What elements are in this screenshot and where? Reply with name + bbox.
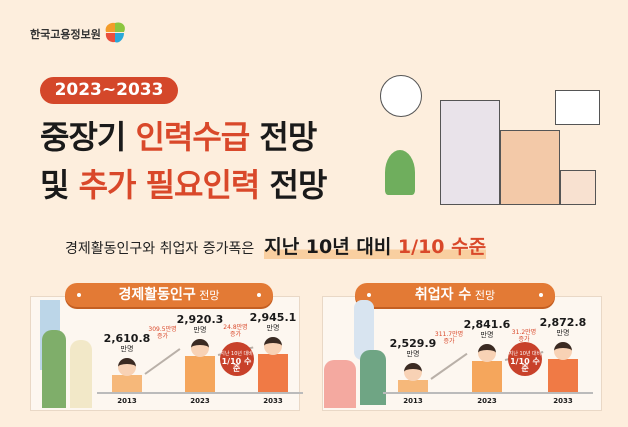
comparison-badge: 지난 10년 대비 1/10 수준 [219, 342, 254, 376]
value-bar [548, 358, 578, 392]
value-number: 2,945.1 [249, 311, 297, 325]
increase-amount: 24.8만명 [223, 324, 248, 332]
increase-label: 24.8만명 증가 [216, 324, 256, 338]
value-label: 2,610.8 만명 [97, 333, 157, 355]
tree-illustration [385, 150, 415, 195]
value-number: 2,872.8 [539, 315, 587, 329]
value-number: 2,920.3 [176, 312, 224, 326]
shop-illustration [560, 170, 596, 205]
badge-caption: 지난 10년 대비 [508, 351, 542, 357]
panel-title: 취업자 수 [414, 287, 472, 303]
value-unit: 만명 [120, 345, 134, 354]
title-text: 중장기 [40, 118, 136, 156]
title-text: 전망 [259, 166, 328, 204]
chart-baseline [97, 392, 303, 394]
value-number: 2,610.8 [103, 332, 151, 346]
badge-main: 1/10 수준 [510, 357, 540, 373]
increase-amount: 31.2만명 [511, 328, 537, 336]
period-badge: 2023~2033 [40, 77, 178, 104]
year-label: 2033 [553, 397, 573, 405]
panel-title: 경제활동인구 [118, 287, 196, 303]
hero-illustration [380, 60, 610, 210]
subtitle-highlight: 지난 10년 대비 1/10 수준 [264, 232, 487, 259]
title-highlight: 추가 필요인력 [78, 166, 261, 204]
increase-amount: 311.7만명 [434, 330, 464, 338]
value-bar [398, 380, 428, 392]
value-number: 2,529.9 [389, 337, 437, 351]
value-unit: 만명 [556, 328, 570, 337]
value-unit: 만명 [406, 350, 420, 359]
logo-text: 한국고용정보원 [30, 28, 101, 41]
labor-force-panel-header: 경제활동인구 전망 [65, 283, 273, 307]
increase-amount: 309.5만명 [148, 325, 177, 333]
badge-caption: 지난 10년 대비 [220, 351, 253, 357]
chart-baseline [383, 392, 593, 394]
title-line-1: 중장기 인력수급 전망 [40, 112, 317, 158]
title-highlight: 인력수급 [135, 118, 250, 156]
increase-suffix: 증가 [229, 331, 242, 339]
person-icon [191, 338, 209, 357]
value-unit: 만명 [266, 324, 280, 333]
building-illustration [440, 100, 500, 205]
workers-illustration [324, 300, 394, 408]
increase-suffix: 증가 [443, 337, 455, 345]
bar-chart-illustration [555, 90, 600, 125]
title-text: 전망 [249, 118, 317, 156]
increase-label: 31.2만명 증가 [504, 329, 544, 343]
logo-icon [105, 22, 125, 43]
increase-suffix: 증가 [518, 335, 530, 343]
year-label: 2033 [263, 397, 283, 405]
increase-label: 311.7만명 증가 [429, 331, 469, 345]
year-label: 2013 [403, 397, 423, 405]
year-label: 2013 [117, 397, 137, 405]
pie-chart-illustration [380, 75, 422, 117]
value-number: 2,841.6 [463, 317, 511, 331]
value-label: 2,841.6 만명 [457, 319, 517, 341]
subtitle-text: 경제활동인구와 취업자 증가폭은 [65, 241, 255, 257]
people-illustration [32, 300, 102, 408]
subtitle-highlight-text: 지난 10년 대비 [264, 236, 398, 258]
value-bar [112, 375, 142, 392]
title-line-2: 및 추가 필요인력 전망 [40, 160, 328, 206]
subtitle-highlight-number: 1/10 수준 [397, 236, 487, 258]
value-unit: 만명 [193, 325, 207, 334]
value-bar [472, 360, 502, 392]
value-bar [258, 354, 288, 392]
value-bar [185, 355, 215, 392]
increase-suffix: 증가 [156, 332, 169, 340]
title-text: 및 [40, 166, 79, 204]
panel-title-suffix: 전망 [471, 289, 496, 302]
year-label: 2023 [477, 397, 497, 405]
value-label: 2,920.3 만명 [170, 314, 230, 336]
comparison-badge: 지난 10년 대비 1/10 수준 [508, 342, 542, 376]
person-icon [264, 337, 282, 356]
panel-title-suffix: 전망 [195, 289, 220, 302]
value-label: 2,872.8 만명 [533, 317, 593, 339]
person-icon [554, 341, 572, 360]
employment-panel-header: 취업자 수 전망 [355, 283, 555, 307]
person-icon [404, 363, 422, 382]
person-icon [478, 343, 496, 362]
building-illustration [500, 130, 560, 205]
value-label: 2,945.1 만명 [243, 312, 303, 334]
value-unit: 만명 [480, 330, 494, 339]
value-label: 2,529.9 만명 [383, 338, 443, 360]
person-icon [118, 358, 136, 377]
subtitle: 경제활동인구와 취업자 증가폭은 지난 10년 대비 1/10 수준 [65, 232, 487, 259]
increase-label: 309.5만명 증가 [143, 326, 183, 340]
badge-main: 1/10 수준 [221, 357, 252, 373]
year-label: 2023 [190, 397, 210, 405]
